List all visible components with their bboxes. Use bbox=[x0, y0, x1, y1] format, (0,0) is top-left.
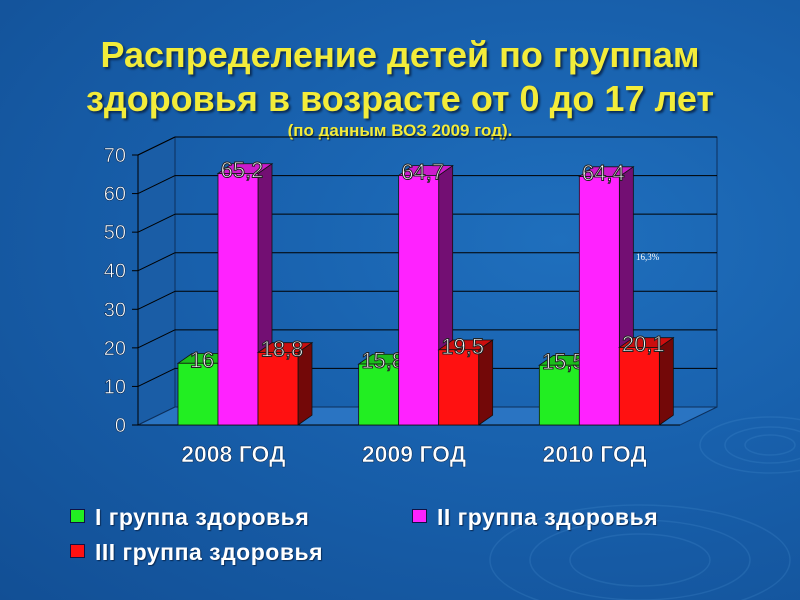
y-tick-label: 60 bbox=[104, 184, 126, 206]
y-tick-label: 0 bbox=[115, 415, 126, 437]
legend-swatch-group1 bbox=[70, 509, 85, 523]
data-label: 64,7 bbox=[401, 159, 444, 184]
data-label: 15,5 bbox=[542, 349, 585, 374]
legend-label-group3: III группа здоровья bbox=[95, 539, 324, 565]
y-tick-label: 40 bbox=[104, 261, 126, 283]
legend-item-group3: III группа здоровья bbox=[70, 539, 323, 566]
x-tick-label: 2009 ГОД bbox=[362, 441, 466, 467]
y-tick-label: 30 bbox=[104, 299, 126, 321]
gridline-diagonal bbox=[137, 136, 176, 156]
y-tick-label: 10 bbox=[104, 376, 126, 398]
bar-group1 bbox=[177, 362, 219, 426]
legend-swatch-group2 bbox=[412, 509, 427, 523]
bar-group2 bbox=[398, 175, 440, 426]
gridline-diagonal bbox=[137, 367, 176, 387]
y-tick-label: 50 bbox=[104, 222, 126, 244]
bar-group1 bbox=[358, 363, 400, 426]
bar-group3 bbox=[257, 352, 299, 426]
gridline-diagonal bbox=[137, 252, 176, 272]
data-label: 65,2 bbox=[221, 158, 264, 183]
data-label: 16 bbox=[190, 347, 214, 372]
legend-label-group1: I группа здоровья bbox=[95, 504, 310, 530]
chart-title-line2: здоровья в возрасте от 0 до 17 лет bbox=[85, 78, 715, 119]
gridline-diagonal bbox=[137, 213, 176, 233]
bar-group2 bbox=[578, 176, 620, 426]
bar-group2 bbox=[217, 173, 259, 426]
x-tick-label: 2010 ГОД bbox=[543, 441, 647, 467]
y-tick-label: 70 bbox=[104, 145, 126, 167]
chart-title-line1: Распределение детей по группам bbox=[100, 34, 700, 75]
data-label: 15,8 bbox=[361, 348, 404, 373]
legend-item-group2: II группа здоровья bbox=[412, 504, 658, 531]
x-tick-label: 2008 ГОД bbox=[181, 441, 285, 467]
gridline-diagonal bbox=[137, 175, 176, 195]
bar-group1 bbox=[538, 364, 580, 426]
data-label: 18,8 bbox=[261, 336, 304, 361]
bar-group3 bbox=[618, 347, 660, 426]
chart-subtitle: (по данным ВОЗ 2009 год). bbox=[287, 121, 513, 140]
y-tick-label: 20 bbox=[104, 338, 126, 360]
data-label: 20,1 bbox=[622, 331, 665, 356]
data-label: 64,4 bbox=[582, 161, 625, 186]
gridline-diagonal bbox=[137, 329, 176, 349]
bar-group3 bbox=[438, 349, 480, 426]
stray-percent-note: 16,3% bbox=[636, 252, 660, 262]
legend-swatch-group3 bbox=[70, 544, 85, 558]
legend-item-group1: I группа здоровья bbox=[70, 504, 309, 531]
chart-side-wall bbox=[137, 136, 176, 426]
legend-label-group2: II группа здоровья bbox=[437, 504, 659, 530]
gridline-diagonal bbox=[137, 290, 176, 310]
data-label: 19,5 bbox=[441, 334, 484, 359]
